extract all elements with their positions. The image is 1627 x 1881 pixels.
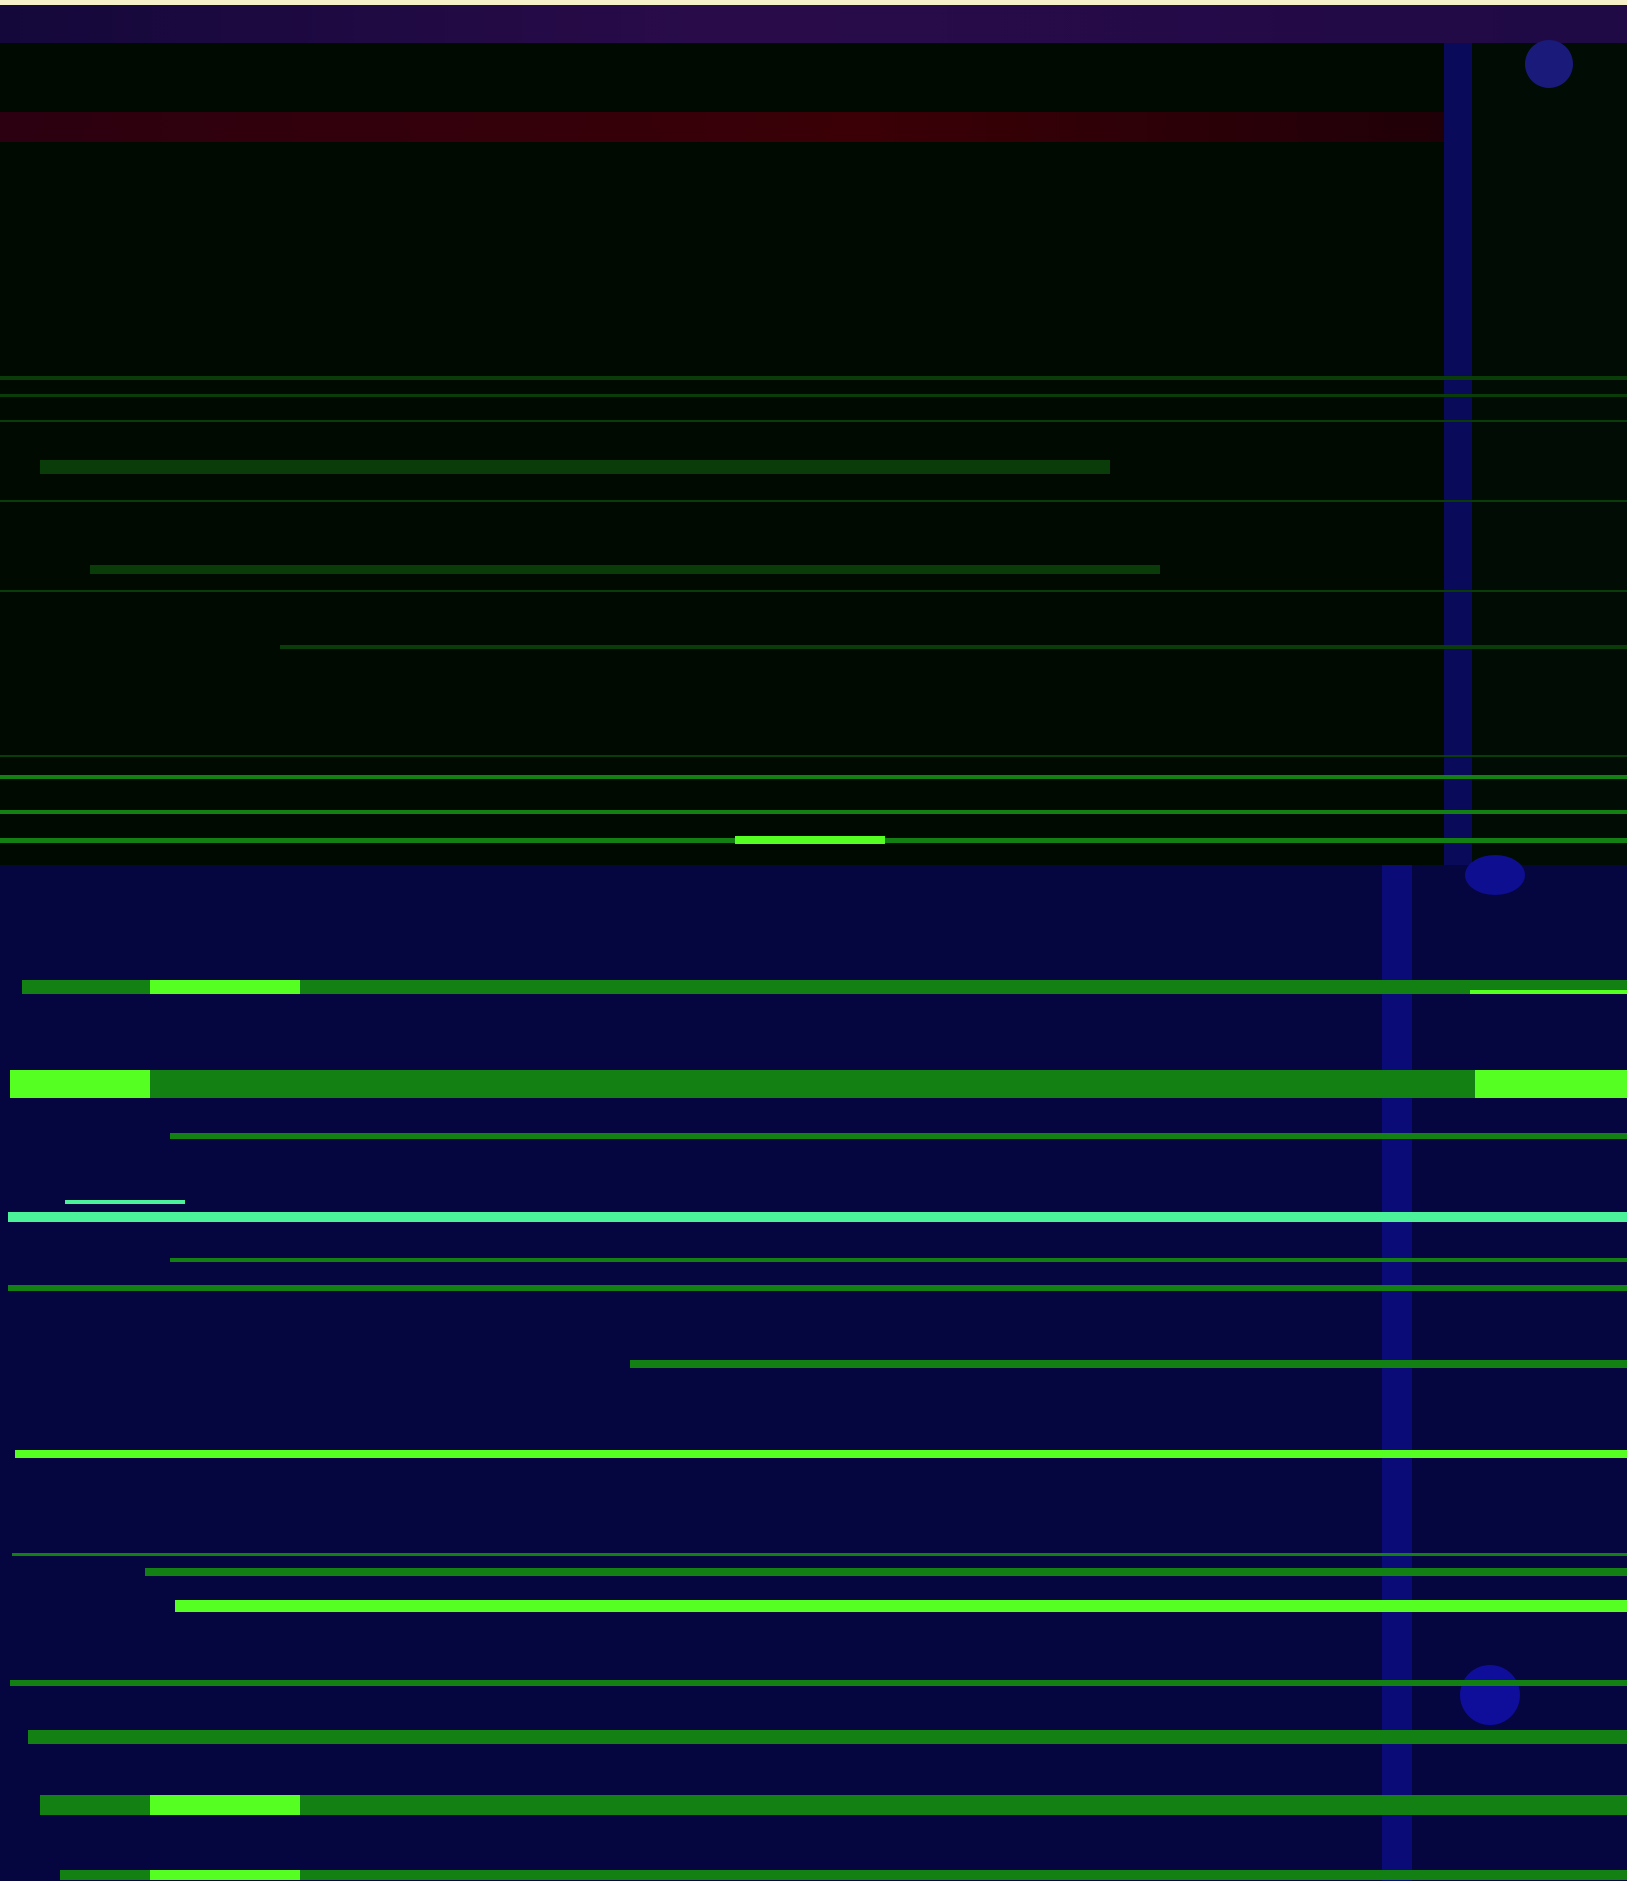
lower-editor-pane[interactable] — [0, 865, 1627, 1881]
upper-scrollbar[interactable] — [1444, 43, 1472, 865]
lower-row — [10, 1680, 1627, 1686]
lower-highlight — [1470, 990, 1627, 994]
upper-line — [0, 394, 1627, 397]
lower-highlight — [150, 1795, 300, 1815]
upper-line — [0, 775, 1627, 779]
lower-highlight — [150, 980, 300, 994]
lower-row — [145, 1568, 1627, 1576]
lower-row — [15, 1450, 1627, 1458]
upper-line — [0, 500, 1627, 502]
upper-highlight — [735, 836, 885, 844]
menu-strip — [0, 112, 1444, 142]
lower-row — [22, 980, 1627, 994]
lower-highlight — [150, 1870, 300, 1880]
upper-line — [0, 810, 1627, 814]
lower-highlight — [10, 1070, 150, 1098]
upper-line — [0, 590, 1627, 592]
upper-block — [90, 565, 1160, 574]
lower-row — [8, 1285, 1627, 1291]
lower-highlight — [1475, 1070, 1627, 1098]
lower-row — [40, 1795, 1627, 1815]
upper-line — [0, 755, 1627, 757]
upper-line — [280, 645, 1627, 649]
upper-editor-pane[interactable] — [0, 43, 1444, 865]
lower-row — [60, 1870, 1627, 1880]
lower-row — [170, 1133, 1627, 1139]
lower-row — [10, 1070, 1627, 1098]
upper-right-gutter — [1472, 43, 1627, 865]
lower-row — [170, 1258, 1627, 1262]
upper-line — [0, 420, 1627, 422]
upper-block — [40, 460, 1110, 474]
lower-row — [8, 1212, 1627, 1222]
lower-row — [630, 1360, 1627, 1368]
top-status-strip — [0, 0, 1627, 5]
lower-row — [12, 1553, 1627, 1556]
lower-scrollbar[interactable] — [1382, 865, 1412, 1881]
scroll-thumb-bottom[interactable] — [1460, 1665, 1520, 1725]
scroll-thumb-top[interactable] — [1525, 40, 1573, 88]
lower-row — [175, 1600, 1627, 1612]
upper-line — [0, 376, 1627, 380]
lower-row — [28, 1730, 1627, 1744]
scroll-thumb-mid[interactable] — [1465, 855, 1525, 895]
window-title-bar — [0, 5, 1627, 43]
lower-row — [65, 1200, 185, 1204]
